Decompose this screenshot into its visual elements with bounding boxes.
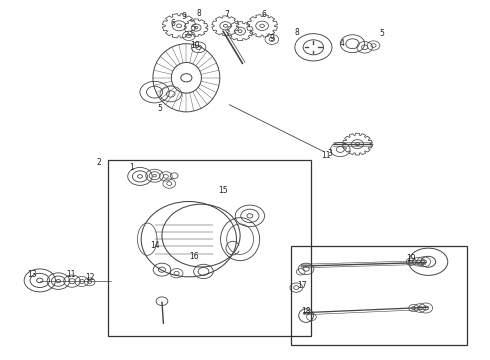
Text: 15: 15 xyxy=(219,185,228,194)
Text: 9: 9 xyxy=(181,12,186,21)
Text: 5: 5 xyxy=(157,104,162,113)
Text: 2: 2 xyxy=(96,158,101,167)
Bar xyxy=(108,160,311,336)
Text: 1: 1 xyxy=(129,163,134,172)
Text: 3: 3 xyxy=(328,149,332,158)
Text: 8: 8 xyxy=(295,28,300,37)
Text: 12: 12 xyxy=(85,273,95,282)
Text: 7: 7 xyxy=(224,10,229,19)
Text: 16: 16 xyxy=(189,252,199,261)
Text: 5: 5 xyxy=(379,29,384,38)
Text: 8: 8 xyxy=(196,9,201,18)
Bar xyxy=(292,246,467,345)
Text: 13: 13 xyxy=(27,270,37,279)
Text: 9: 9 xyxy=(270,34,275,43)
Text: 17: 17 xyxy=(297,280,307,289)
Text: 6: 6 xyxy=(170,19,175,28)
Text: 10: 10 xyxy=(190,41,199,50)
Text: 4: 4 xyxy=(339,39,344,48)
Text: 19: 19 xyxy=(406,254,416,263)
Text: 11: 11 xyxy=(66,270,75,279)
Text: 14: 14 xyxy=(150,241,160,250)
Text: 6: 6 xyxy=(261,10,266,19)
Text: 18: 18 xyxy=(301,307,310,316)
Text: 11: 11 xyxy=(321,151,330,160)
